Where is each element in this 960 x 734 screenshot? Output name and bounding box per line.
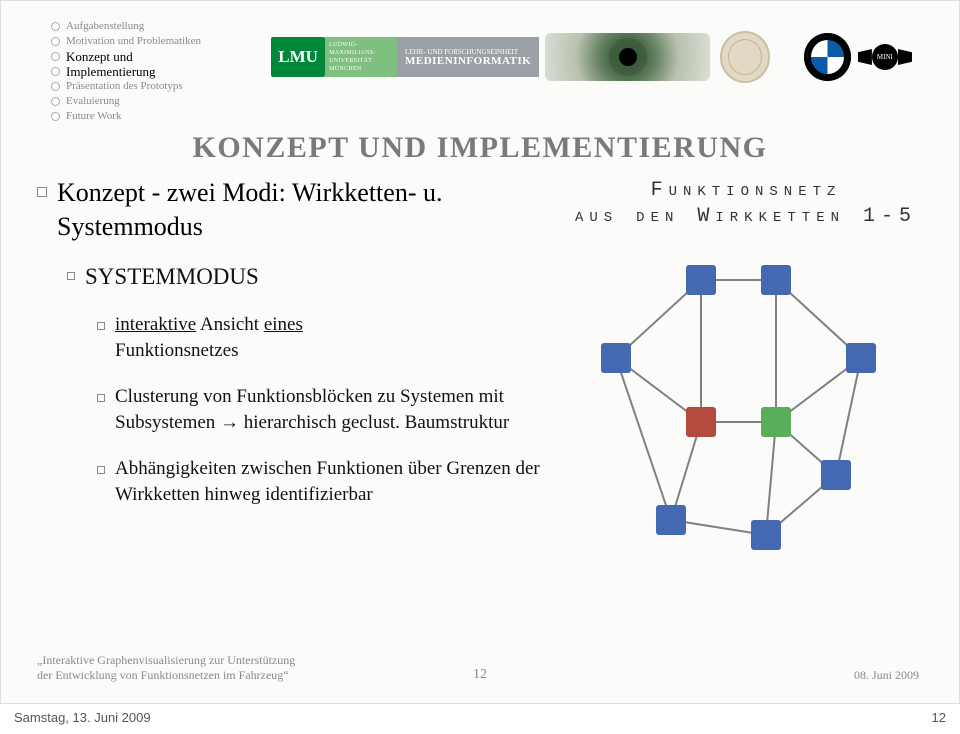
lmu-logo: LMU <box>271 37 325 77</box>
section-nav: AufgabenstellungMotivation und Problemat… <box>51 19 201 124</box>
eye-graphic <box>545 33 709 81</box>
nav-item: Präsentation des Prototyps <box>51 79 201 94</box>
nav-item: Evaluierung <box>51 94 201 109</box>
nav-item: Future Work <box>51 109 201 124</box>
footer-page: 12 <box>473 667 487 683</box>
nav-item: Konzept und <box>51 49 201 64</box>
nav-bullet-icon <box>51 22 60 31</box>
network-graph <box>591 265 901 565</box>
bullet-icon <box>67 272 75 280</box>
nav-label: Future Work <box>66 109 121 124</box>
presenter-footer: Samstag, 13. Juni 2009 12 <box>0 704 960 734</box>
mi-big: MEDIENINFORMATIK <box>405 57 531 66</box>
bullet-b3: Abhängigkeiten zwischen Funktionen über … <box>97 456 557 508</box>
bullet-icon <box>97 466 105 474</box>
mini-logo-icon: MINI <box>859 36 911 78</box>
bullet-b1: interaktive Ansicht eines Funktionsnetze… <box>97 312 557 364</box>
nav-bullet-icon <box>51 82 60 91</box>
lmu-subtitle: LUDWIG- MAXIMILIANS- UNIVERSITÄT MÜNCHEN <box>325 37 397 77</box>
graph-node <box>601 343 631 373</box>
slide-title: KONZEPT UND IMPLEMENTIERUNG <box>1 131 959 165</box>
h2-text: SYSTEMMODUS <box>85 262 259 292</box>
nav-label: Aufgabenstellung <box>66 19 144 34</box>
nav-label: Präsentation des Prototyps <box>66 79 183 94</box>
nav-label: Implementierung <box>66 64 156 79</box>
nav-bullet-icon <box>51 52 60 61</box>
university-seal <box>720 31 770 83</box>
graph-node <box>656 505 686 535</box>
b2-text: Clusterung von Funktionsblöcken zu Syste… <box>115 384 557 436</box>
left-column: Konzept - zwei Modi: Wirkketten- u. Syst… <box>37 176 557 633</box>
graph-node <box>686 407 716 437</box>
b3-text: Abhängigkeiten zwischen Funktionen über … <box>115 456 557 508</box>
b1-word2: eines <box>264 314 303 335</box>
bullet-icon <box>37 187 47 197</box>
bullet-b2: Clusterung von Funktionsblöcken zu Syste… <box>97 384 557 436</box>
nav-bullet-icon <box>51 67 60 76</box>
graph-node <box>821 460 851 490</box>
graph-node <box>761 407 791 437</box>
bmw-logo-icon <box>804 33 851 81</box>
header-banner: LMU LUDWIG- MAXIMILIANS- UNIVERSITÄT MÜN… <box>271 31 911 83</box>
nav-label: Evaluierung <box>66 94 120 109</box>
nav-bullet-icon <box>51 112 60 121</box>
nav-label: Motivation und Problematiken <box>66 34 201 49</box>
slide: AufgabenstellungMotivation und Problemat… <box>0 0 960 704</box>
footer-title: „Interaktive Graphenvisualisierung zur U… <box>37 653 295 683</box>
graph-node <box>761 265 791 295</box>
medieninformatik-box: LEHR- UND FORSCHUNGSEINHEIT MEDIENINFORM… <box>397 37 539 77</box>
slide-body: Konzept - zwei Modi: Wirkketten- u. Syst… <box>37 176 925 633</box>
graph-title: Funktionsnetz aus den Wirkketten 1-5 <box>567 178 925 230</box>
bullet-h2: SYSTEMMODUS <box>67 262 557 292</box>
bullet-h1: Konzept - zwei Modi: Wirkketten- u. Syst… <box>37 176 557 244</box>
graph-edges <box>591 265 901 565</box>
graph-title-l1: Funktionsnetz <box>651 179 842 202</box>
nav-bullet-icon <box>51 97 60 106</box>
b1-line2: Funktionsnetzes <box>115 340 239 361</box>
outer-date: Samstag, 13. Juni 2009 <box>14 710 151 725</box>
nav-item: Motivation und Problematiken <box>51 34 201 49</box>
graph-node <box>686 265 716 295</box>
h1-text: Konzept - zwei Modi: Wirkketten- u. Syst… <box>57 176 557 244</box>
nav-item: Aufgabenstellung <box>51 19 201 34</box>
right-column: Funktionsnetz aus den Wirkketten 1-5 <box>557 176 925 633</box>
graph-node <box>846 343 876 373</box>
b1-text: interaktive Ansicht eines Funktionsnetze… <box>115 312 303 364</box>
mini-text: MINI <box>872 44 898 70</box>
nav-label: Konzept und <box>66 49 133 64</box>
footer-date: 08. Juni 2009 <box>854 668 919 683</box>
nav-item: Implementierung <box>51 64 201 79</box>
outer-page: 12 <box>932 710 946 725</box>
b1-word1: interaktive <box>115 314 196 335</box>
graph-title-l2: aus den Wirkketten 1-5 <box>575 205 917 228</box>
nav-bullet-icon <box>51 37 60 46</box>
bullet-icon <box>97 394 105 402</box>
bullet-icon <box>97 322 105 330</box>
graph-node <box>751 520 781 550</box>
